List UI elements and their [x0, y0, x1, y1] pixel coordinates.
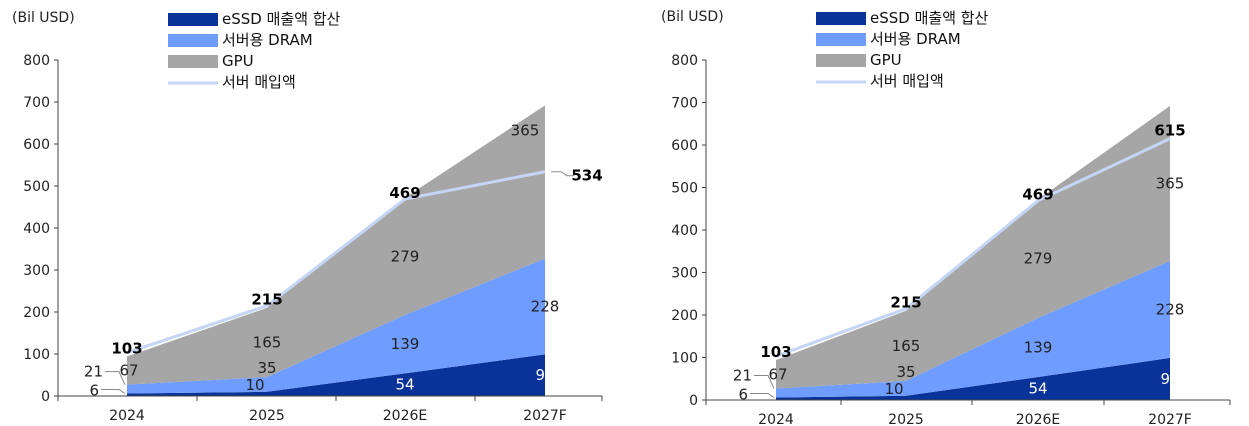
x-tick-label: 2027F	[1148, 412, 1192, 426]
unit-label: (Bil USD)	[661, 9, 724, 25]
total-label: 215	[251, 291, 282, 309]
chart-1: (Bil USD) 0 100 200 300 400 500 600 700 800 2024 20…	[12, 10, 603, 424]
leader-line	[105, 371, 126, 385]
y-tick-label: 700	[23, 95, 50, 111]
legend-label: eSSD 매출액 합산	[222, 10, 341, 28]
y-tick-label: 300	[671, 266, 698, 282]
total-label: 215	[890, 294, 921, 312]
data-label-eSSD-매출액-합산: 6	[738, 385, 748, 403]
legend-label: GPU	[870, 51, 902, 69]
y-tick-label: 0	[689, 393, 698, 409]
x-tick-label: 2025	[888, 412, 924, 426]
y-tick-label: 500	[671, 181, 698, 197]
legend-label: 서버 매입액	[870, 72, 944, 90]
total-label: 469	[1022, 186, 1053, 204]
legend-label: 서버용 DRAM	[870, 30, 961, 48]
x-tick-label: 2026E	[1016, 412, 1060, 426]
total-label: 103	[111, 340, 142, 358]
y-tick-label: 600	[23, 137, 50, 153]
data-label-서버용-DRAM: 35	[896, 363, 915, 381]
data-label-서버용-DRAM: 228	[1156, 300, 1185, 318]
data-label-eSSD-매출액-합산: 99	[1160, 370, 1179, 388]
y-tick-label: 300	[23, 263, 50, 279]
y-tick-label: 200	[23, 305, 50, 321]
data-label-서버용-DRAM: 139	[391, 335, 420, 353]
leader-line	[750, 392, 775, 398]
total-label: 103	[760, 343, 791, 361]
data-label-GPU: 67	[119, 362, 138, 380]
line-server-purchase	[775, 137, 1171, 358]
data-label-서버용-DRAM: 21	[733, 367, 752, 385]
data-label-GPU: 165	[253, 333, 282, 351]
legend-label: GPU	[222, 52, 254, 70]
total-label: 534	[571, 167, 602, 185]
data-label-GPU: 67	[768, 365, 787, 383]
leader-line	[101, 388, 126, 394]
y-tick-label: 800	[23, 53, 50, 69]
leader-line	[551, 171, 573, 177]
x-tick-label: 2026E	[383, 408, 427, 424]
data-label-서버용-DRAM: 35	[257, 359, 276, 377]
area-series-2	[127, 258, 545, 394]
area-series-2	[776, 261, 1170, 398]
legend-swatch	[168, 55, 218, 68]
data-label-서버용-DRAM: 228	[531, 298, 560, 316]
data-label-서버용-DRAM: 21	[84, 363, 103, 381]
x-tick-label: 2024	[758, 412, 794, 426]
area-series-1	[127, 354, 545, 396]
y-tick-label: 800	[671, 53, 698, 69]
data-label-eSSD-매출액-합산: 54	[395, 376, 414, 394]
legend-label: 서버 매입액	[222, 73, 296, 91]
legend-swatch	[816, 12, 866, 25]
y-tick-label: 400	[671, 223, 698, 239]
legend-swatch	[816, 54, 866, 67]
data-label-GPU: 165	[892, 337, 921, 355]
chart-2: (Bil USD) 0 100 200 300 400 500 600 700 800 2024 20…	[661, 9, 1231, 426]
y-tick-label: 200	[671, 308, 698, 324]
total-label: 469	[389, 184, 420, 202]
area-series-1	[776, 357, 1170, 400]
y-tick-label: 700	[671, 96, 698, 112]
y-tick-label: 500	[23, 179, 50, 195]
area-series-3	[776, 105, 1170, 389]
data-label-GPU: 365	[1156, 174, 1185, 192]
area-series-3	[127, 105, 545, 385]
y-tick-label: 600	[671, 138, 698, 154]
y-tick-label: 100	[23, 347, 50, 363]
x-tick-label: 2024	[109, 408, 145, 424]
y-tick-label: 400	[23, 221, 50, 237]
legend-label: eSSD 매출액 합산	[870, 9, 989, 27]
data-label-GPU: 365	[511, 121, 540, 139]
data-label-eSSD-매출액-합산: 54	[1028, 380, 1047, 398]
legend-swatch	[816, 33, 866, 46]
data-label-eSSD-매출액-합산: 10	[884, 380, 903, 398]
x-tick-label: 2025	[249, 408, 285, 424]
data-label-서버용-DRAM: 139	[1024, 339, 1053, 357]
legend-swatch	[168, 13, 218, 26]
unit-label: (Bil USD)	[12, 10, 75, 26]
legend-label: 서버용 DRAM	[222, 31, 313, 49]
data-label-eSSD-매출액-합산: 99	[535, 366, 554, 384]
data-label-GPU: 279	[1024, 250, 1053, 268]
x-tick-label: 2027F	[523, 408, 567, 424]
leader-line	[754, 375, 775, 389]
y-tick-label: 0	[41, 389, 50, 405]
line-server-purchase	[126, 170, 546, 355]
data-label-eSSD-매출액-합산: 6	[89, 381, 99, 399]
y-tick-label: 100	[671, 351, 698, 367]
data-label-GPU: 279	[391, 247, 420, 265]
legend-swatch	[168, 34, 218, 47]
data-label-eSSD-매출액-합산: 10	[245, 376, 264, 394]
total-label: 615	[1154, 122, 1185, 140]
